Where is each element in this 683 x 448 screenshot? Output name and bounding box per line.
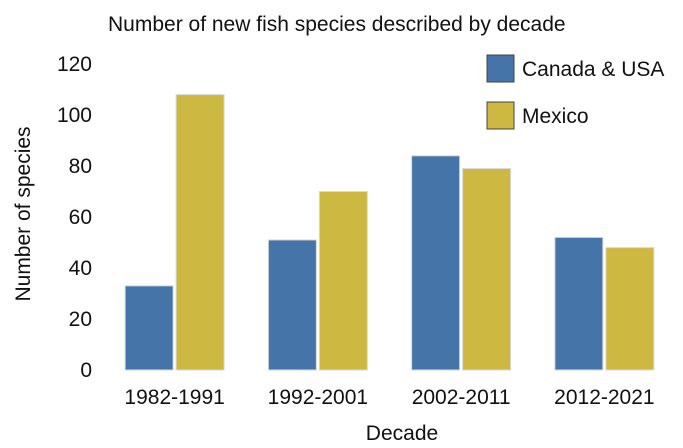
- legend-swatch: [486, 54, 515, 83]
- x-tick-label: 1992-2001: [268, 386, 368, 409]
- y-tick-labels: 0 20 40 60 80 100 120: [57, 53, 92, 382]
- bar-canada-usa-2002-2011: [411, 155, 461, 371]
- bar-mexico-1982-1991: [175, 94, 225, 371]
- y-tick-label: 0: [80, 359, 92, 382]
- y-tick-label: 80: [69, 155, 92, 178]
- x-tick-labels: 1982-1991 1992-2001 2002-2011 2012-2021: [124, 386, 654, 409]
- legend-swatch: [486, 101, 515, 130]
- y-tick-label: 40: [69, 257, 92, 280]
- y-axis-label: Number of species: [12, 126, 35, 301]
- x-tick-label: 1982-1991: [124, 386, 224, 409]
- bar-mexico-2012-2021: [605, 247, 655, 371]
- y-tick-label: 20: [69, 308, 92, 331]
- chart-title: Number of new fish species described by …: [108, 13, 566, 36]
- bars-group: [124, 94, 655, 371]
- y-tick-label: 100: [57, 104, 92, 127]
- bar-canada-usa-1992-2001: [267, 239, 317, 371]
- legend-label: Canada & USA: [522, 58, 664, 81]
- bar-mexico-2002-2011: [462, 168, 512, 371]
- bar-canada-usa-1982-1991: [124, 285, 174, 371]
- x-tick-label: 2002-2011: [412, 386, 511, 409]
- x-tick-label: 2012-2021: [554, 386, 654, 409]
- y-tick-label: 120: [57, 53, 92, 76]
- legend-label: Mexico: [522, 105, 589, 128]
- legend: Canada & USA Mexico: [486, 54, 664, 130]
- y-tick-label: 60: [69, 206, 92, 229]
- bar-canada-usa-2012-2021: [554, 236, 604, 371]
- x-axis-label: Decade: [366, 422, 438, 443]
- bar-mexico-1992-2001: [318, 191, 368, 371]
